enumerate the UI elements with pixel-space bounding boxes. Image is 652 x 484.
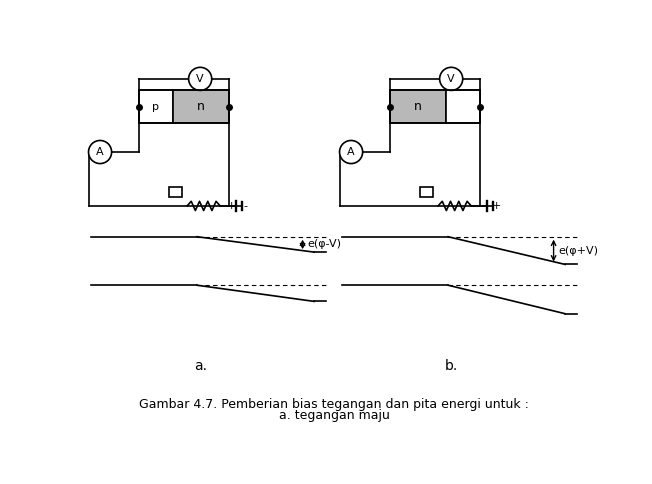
Text: A: A [96, 147, 104, 157]
Circle shape [188, 67, 212, 91]
Bar [139, 91, 230, 123]
Bar [446, 91, 481, 123]
Circle shape [340, 140, 363, 164]
Text: a.: a. [194, 359, 207, 373]
Bar [139, 91, 173, 123]
Text: n: n [414, 100, 422, 113]
Circle shape [439, 67, 463, 91]
Text: e(φ+V): e(φ+V) [558, 245, 599, 256]
Text: V: V [447, 74, 455, 84]
Text: -: - [481, 201, 484, 211]
Circle shape [89, 140, 111, 164]
Text: e(φ-V): e(φ-V) [307, 240, 341, 249]
Bar [390, 91, 446, 123]
Text: +: + [227, 201, 237, 211]
Text: b.: b. [445, 359, 458, 373]
Text: a. tegangan maju: a. tegangan maju [278, 409, 390, 422]
Text: Gambar 4.7. Pemberian bias tegangan dan pita energi untuk :: Gambar 4.7. Pemberian bias tegangan dan … [140, 398, 529, 411]
Text: V: V [196, 74, 204, 84]
Text: p: p [153, 102, 159, 112]
Text: +: + [492, 201, 501, 211]
Bar [173, 91, 230, 123]
Text: A: A [348, 147, 355, 157]
Text: n: n [198, 100, 205, 113]
Bar [390, 91, 481, 123]
Bar [170, 187, 182, 197]
Text: -: - [244, 201, 248, 211]
Bar [421, 187, 433, 197]
